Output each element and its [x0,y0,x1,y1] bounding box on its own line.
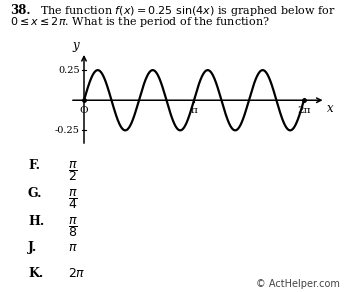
Text: $2\pi$: $2\pi$ [68,267,86,280]
Text: $\dfrac{\pi}{4}$: $\dfrac{\pi}{4}$ [68,187,78,211]
Text: 38.: 38. [10,4,31,18]
Text: $0 \leq \mathit{x} \leq 2\pi$. What is the period of the function?: $0 \leq \mathit{x} \leq 2\pi$. What is t… [10,15,270,29]
Text: x: x [327,102,334,115]
Text: 0.25: 0.25 [58,66,80,75]
Text: 2π: 2π [297,106,311,115]
Text: The function $\mathit{f}(\mathit{x}) = 0.25\ \sin(4\mathit{x})$ is graphed below: The function $\mathit{f}(\mathit{x}) = 0… [40,4,336,18]
Text: J.: J. [28,241,37,254]
Text: -0.25: -0.25 [55,126,80,135]
Text: y: y [72,39,78,52]
Text: $\dfrac{\pi}{2}$: $\dfrac{\pi}{2}$ [68,159,78,183]
Text: H.: H. [28,215,44,228]
Text: $\pi$: $\pi$ [68,241,78,254]
Text: $\dfrac{\pi}{8}$: $\dfrac{\pi}{8}$ [68,215,78,239]
Text: G.: G. [28,187,42,200]
Text: K.: K. [28,267,43,280]
Text: F.: F. [28,159,40,172]
Text: O: O [80,106,88,115]
Text: © ActHelper.com: © ActHelper.com [256,279,340,289]
Text: π: π [190,106,197,115]
